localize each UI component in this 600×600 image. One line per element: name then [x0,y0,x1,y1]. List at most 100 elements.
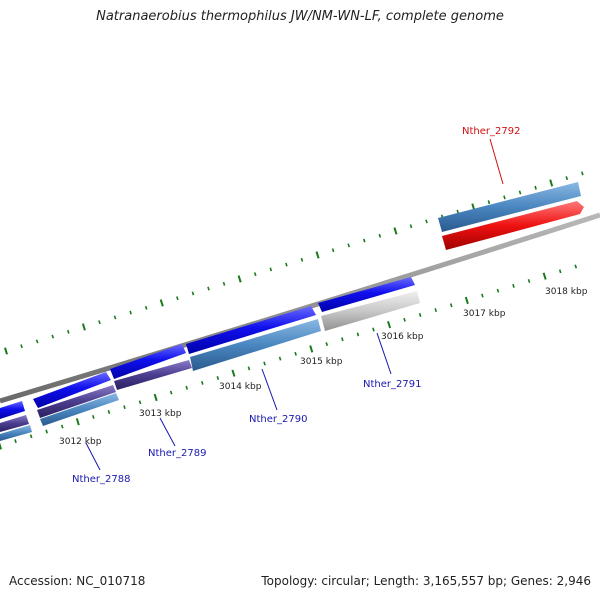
cds-2792-steel [438,182,581,232]
upper-tick-mark [81,323,86,331]
leader-line-2790 [261,368,278,411]
lower-tick-mark [153,393,158,402]
leader-line-2789 [159,417,176,447]
gene-label-nther-2791[interactable]: Nther_2791 [363,379,421,390]
lower-tick-mark [123,405,126,410]
lower-tick-mark [496,288,500,293]
accession-text: Accession: NC_010718 [9,574,146,588]
gene-arrow-2788[interactable] [33,372,111,408]
gene-label-nther-2792[interactable]: Nther_2792 [462,126,520,137]
gene-arrow-2791[interactable] [318,277,415,312]
upper-tick-mark [113,315,117,320]
kbp-label-3013: 3013 kbp [139,409,182,419]
lower-tick-mark [464,296,469,305]
lower-tick-mark [341,337,344,342]
upper-tick-mark [191,291,195,296]
gene-arrow-left-edge[interactable] [0,401,25,419]
genome-backbone [0,212,600,404]
lower-tick-mark [185,385,189,390]
upper-tick-mark [534,185,537,190]
gene-arrow-2790[interactable] [186,306,316,354]
lower-tick-mark [247,366,251,371]
upper-tick-mark [269,267,273,272]
cds-left-edge-steel [0,425,32,441]
lower-tick-mark [231,369,236,377]
lower-tick-ring [0,264,578,450]
lower-tick-mark [45,429,48,434]
lower-tick-mark [481,293,484,298]
upper-tick-mark [35,339,39,344]
gene-arrow-2789[interactable] [110,344,186,379]
lower-tick-mark [309,345,314,353]
lower-tick-mark [574,264,578,269]
cds-2789-purple [114,360,192,390]
upper-tick-mark [409,224,413,229]
cds-2788-purple [37,385,116,418]
upper-tick-mark [98,320,101,325]
upper-tick-mark [144,305,148,310]
upper-tick-mark [347,243,350,248]
kbp-label-3017: 3017 kbp [463,309,506,319]
upper-tick-mark [487,200,491,205]
lower-tick-mark [403,317,406,322]
lower-tick-mark [60,424,64,429]
upper-tick-mark [207,286,210,291]
kbp-label-3018: 3018 kbp [545,287,588,297]
lower-tick-mark [434,308,437,313]
lower-tick-mark [356,332,360,337]
upper-tick-mark [67,329,70,334]
lower-tick-mark [216,376,220,381]
upper-tick-mark [20,344,23,349]
lower-tick-mark [278,356,282,361]
kbp-label-3014: 3014 kbp [219,382,262,392]
lower-tick-mark [418,313,422,317]
kbp-label-3012: 3012 kbp [59,437,102,447]
upper-tick-mark [222,281,226,286]
cds-left-edge-purple [0,415,29,432]
upper-tick-mark [362,238,366,243]
upper-tick-mark [425,219,428,224]
upper-tick-mark [253,272,257,277]
lower-tick-mark [75,418,80,426]
upper-tick-mark [393,227,398,235]
cds-2791-grey [321,291,420,331]
upper-tick-mark [315,251,320,259]
lower-tick-mark [449,303,453,308]
lower-tick-mark [325,342,329,347]
lower-tick-mark [263,361,266,366]
genome-summary-text: Topology: circular; Length: 3,165,557 bp… [261,574,591,588]
lower-tick-mark [29,434,33,439]
upper-tick-mark [331,248,335,253]
lower-tick-mark [169,390,173,395]
lower-tick-mark [372,327,375,332]
upper-tick-mark [176,296,179,301]
lower-tick-mark [0,442,2,450]
upper-tick-mark [518,190,522,195]
upper-tick-mark [549,179,554,187]
upper-tick-mark [378,233,382,238]
gene-arrow-2792[interactable] [442,201,584,250]
upper-tick-mark [237,275,242,283]
lower-tick-mark [14,439,17,444]
cds-2788-steel [40,393,119,426]
upper-tick-mark [581,171,584,176]
lower-tick-mark [512,283,515,288]
lower-tick-mark [92,414,95,419]
leader-line-2788 [85,442,101,471]
lower-tick-mark [107,410,111,414]
upper-tick-mark [565,176,569,181]
lower-tick-mark [527,279,531,283]
map-title: Natranaerobius thermophilus JW/NM-WN-LF,… [96,9,504,24]
lower-tick-mark [138,400,142,405]
kbp-label-3016: 3016 kbp [381,332,424,342]
upper-tick-mark [4,347,8,355]
gene-label-nther-2788[interactable]: Nther_2788 [72,474,130,485]
upper-tick-ring [4,171,584,355]
gene-label-nther-2789[interactable]: Nther_2789 [148,448,206,459]
upper-tick-mark [51,334,55,339]
gene-label-nther-2790[interactable]: Nther_2790 [249,414,307,425]
upper-tick-mark [285,262,288,267]
lower-tick-mark [542,272,547,280]
